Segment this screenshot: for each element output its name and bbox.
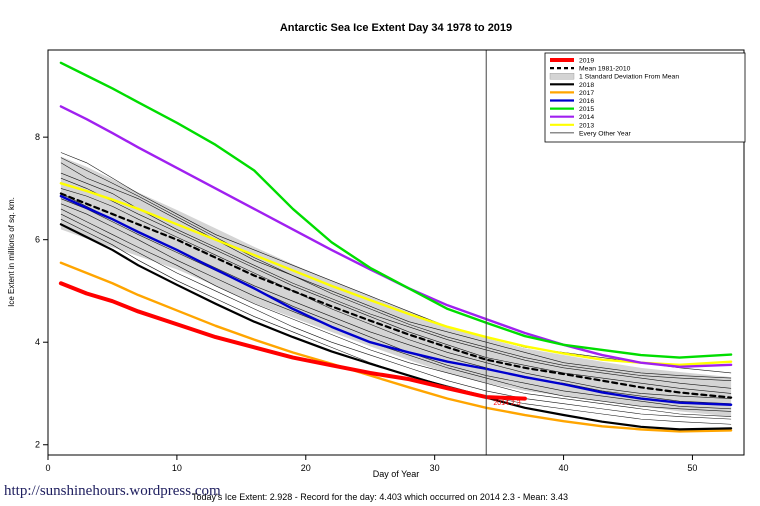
record-annotation: 2014 2.3 <box>493 400 520 407</box>
series-2013 <box>59 182 733 366</box>
series-2017 <box>59 261 733 433</box>
stddev-band <box>60 156 732 417</box>
legend-label: 2016 <box>579 98 594 105</box>
legend-label: 2014 <box>579 114 594 121</box>
y-tick-label: 4 <box>35 337 40 347</box>
series-2016 <box>59 194 733 406</box>
series-mean-1981-2010 <box>59 192 733 399</box>
series-2015 <box>59 61 733 359</box>
sunshinehours-link[interactable]: http://sunshinehours.wordpress.com <box>4 483 221 499</box>
legend-label: Every Other Year <box>579 130 631 137</box>
x-tick-label: 20 <box>301 463 311 473</box>
y-tick-label: 8 <box>35 132 40 142</box>
x-axis-label: Day of Year <box>373 469 420 479</box>
legend-label: 2017 <box>579 90 594 97</box>
legend-label: 2013 <box>579 122 594 129</box>
series-2018 <box>59 223 733 431</box>
sea-ice-chart: Antarctic Sea Ice Extent Day 34 1978 to … <box>7 22 746 479</box>
other-year-line-0 <box>60 152 732 374</box>
series-2014 <box>59 105 733 369</box>
legend-band-sample <box>549 72 575 80</box>
legend-label: 2018 <box>579 82 594 89</box>
plot-frame <box>47 49 745 456</box>
other-year-line-8 <box>60 208 732 417</box>
x-tick-label: 0 <box>45 463 50 473</box>
legend-label: 2015 <box>579 106 594 113</box>
x-tick-label: 50 <box>687 463 697 473</box>
series-2019 <box>58 281 527 401</box>
x-tick-label: 40 <box>559 463 569 473</box>
chart-title: Antarctic Sea Ice Extent Day 34 1978 to … <box>280 22 512 34</box>
legend-box <box>544 52 746 143</box>
other-year-line-4 <box>60 188 732 399</box>
other-year-line-11 <box>60 157 732 381</box>
y-axis-label: Ice Extent in millions of sq. km. <box>7 197 16 307</box>
y-tick-label: 2 <box>35 440 40 450</box>
y-tick-label: 6 <box>35 235 40 245</box>
footer-caption: Today's Ice Extent: 2.928 - Record for t… <box>192 492 568 502</box>
legend-label: 2019 <box>579 58 594 65</box>
legend-label: 1 Standard Deviation From Mean <box>579 74 679 81</box>
other-year-line-9 <box>60 213 732 420</box>
x-tick-label: 30 <box>430 463 440 473</box>
other-year-line-1 <box>60 162 732 379</box>
x-tick-label: 10 <box>172 463 182 473</box>
other-year-line-3 <box>60 177 732 394</box>
other-year-line-6 <box>60 198 732 410</box>
legend-label: Mean 1981-2010 <box>579 66 631 73</box>
